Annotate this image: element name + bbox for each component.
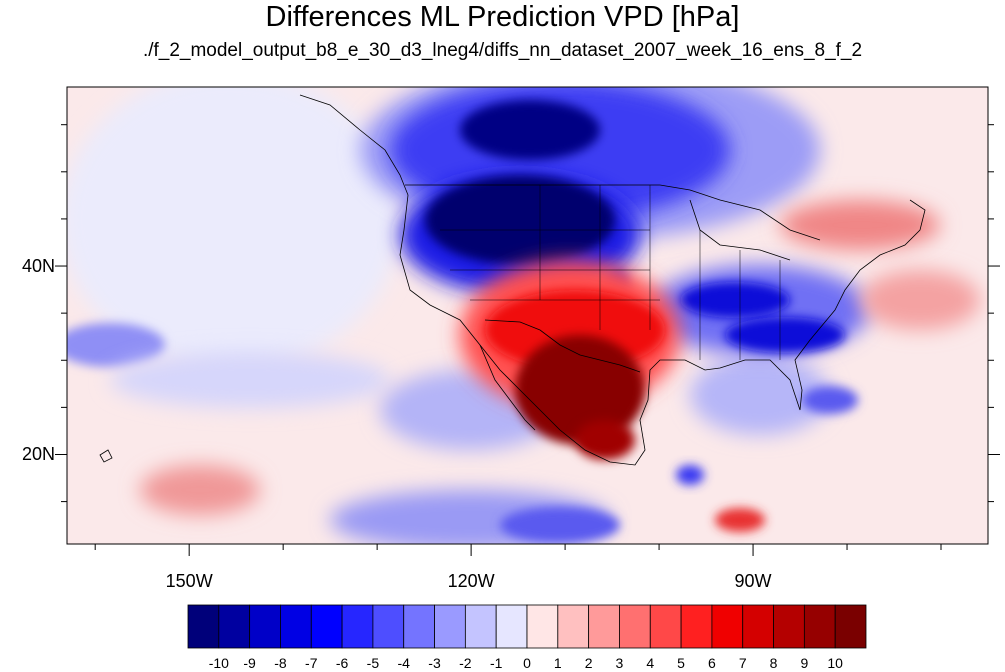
field-positive-atlantic bbox=[860, 270, 980, 330]
colorbar-tick-label: -3 bbox=[428, 655, 441, 671]
lat-tick-label: 40N bbox=[22, 256, 56, 277]
plot-frame bbox=[66, 86, 989, 545]
field-negative-south-core bbox=[500, 507, 620, 543]
colorbar-tick-label: -6 bbox=[335, 655, 349, 671]
colorbar-tick-label: 7 bbox=[738, 655, 747, 671]
colorbar-tick-label: -5 bbox=[366, 655, 380, 671]
colorbar-swatch bbox=[249, 604, 281, 649]
colorbar-swatch bbox=[310, 604, 343, 649]
colorbar-swatch bbox=[649, 604, 682, 649]
state-borders bbox=[440, 185, 781, 360]
colorbar-tick-label: -2 bbox=[459, 655, 472, 671]
colorbar-swatch bbox=[403, 604, 435, 649]
axis-ticks bbox=[55, 124, 1000, 556]
field-weak-negative-pacific bbox=[67, 87, 400, 370]
great-lakes bbox=[689, 199, 791, 261]
border-canada-us bbox=[405, 184, 821, 241]
colorbar-swatch bbox=[434, 604, 466, 649]
colorbar-swatch bbox=[742, 604, 774, 649]
colorbar-tick-label: -4 bbox=[397, 655, 410, 671]
colorbar-tick-label: -7 bbox=[305, 655, 318, 671]
colorbar-swatch bbox=[218, 604, 251, 649]
colorbar-swatch bbox=[464, 604, 497, 649]
colorbar-tick-label: 8 bbox=[769, 655, 778, 671]
coastlines bbox=[99, 94, 926, 466]
field-negative-florida-east bbox=[802, 386, 858, 414]
colorbar bbox=[187, 604, 867, 649]
hawaii bbox=[99, 449, 113, 463]
colorbar-swatch bbox=[773, 604, 805, 649]
colorbar-swatch bbox=[711, 604, 744, 649]
colorbar-swatch bbox=[526, 604, 559, 649]
coastline-mainland bbox=[299, 94, 926, 466]
colorbar-swatch bbox=[803, 604, 836, 649]
colorbar-tick-label: 5 bbox=[677, 655, 685, 671]
colorbar-tick-label: -8 bbox=[274, 655, 287, 671]
field-negative-georgia bbox=[725, 317, 845, 353]
field-negative-pacific-patch bbox=[67, 323, 165, 367]
lat-tick-label: 20N bbox=[22, 444, 56, 465]
colorbar-tick-label: 6 bbox=[708, 655, 716, 671]
colorbar-swatch bbox=[680, 604, 713, 649]
colorbar-swatch bbox=[619, 604, 651, 649]
field-positive-central-america bbox=[715, 508, 765, 532]
colorbar-swatch bbox=[495, 604, 528, 649]
colorbar-tick-label: 4 bbox=[646, 655, 655, 671]
field-layer bbox=[67, 87, 988, 544]
field-positive-pacific-south bbox=[140, 465, 260, 515]
colorbar-tick-label: 10 bbox=[827, 655, 843, 671]
colorbar-swatch bbox=[280, 604, 312, 649]
colorbar-tick-label: -1 bbox=[489, 655, 503, 671]
colorbar-swatch bbox=[187, 604, 220, 649]
field-positive-mexico-south bbox=[575, 420, 635, 460]
colorbar-tick-label: 0 bbox=[523, 655, 531, 671]
colorbar-tick-label: 9 bbox=[800, 655, 809, 671]
lon-tick-label: 90W bbox=[734, 571, 772, 591]
field-negative-canada-core bbox=[460, 100, 600, 160]
field-negative-caribbean bbox=[676, 465, 704, 485]
chart-title: Differences ML Prediction VPD [hPa] bbox=[265, 1, 740, 33]
colorbar-swatch bbox=[588, 604, 620, 649]
chart-subtitle: ./f_2_model_output_b8_e_30_d3_lneg4/diff… bbox=[142, 40, 863, 61]
colorbar-swatch bbox=[557, 604, 590, 649]
border-us-mexico bbox=[484, 319, 641, 373]
colorbar-tick-label: 2 bbox=[584, 655, 593, 671]
colorbar-tick-label: -9 bbox=[243, 655, 256, 671]
lon-tick-label: 120W bbox=[447, 571, 495, 591]
lon-tick-label: 150W bbox=[165, 571, 213, 591]
colorbar-swatch bbox=[372, 604, 405, 649]
field-negative-pacific-band bbox=[110, 352, 390, 408]
field-negative-tennessee bbox=[680, 282, 790, 318]
field-negative-west-core bbox=[425, 175, 615, 265]
colorbar-tick-label: -10 bbox=[208, 655, 229, 671]
colorbar-tick-label: 3 bbox=[615, 655, 624, 671]
coastline-baja bbox=[479, 344, 536, 431]
colorbar-swatch bbox=[341, 604, 374, 649]
colorbar-tick-label: 1 bbox=[553, 655, 562, 671]
colorbar-swatch bbox=[834, 604, 867, 649]
field-positive-northeast bbox=[780, 200, 940, 250]
field-negative-gulf bbox=[690, 355, 830, 435]
